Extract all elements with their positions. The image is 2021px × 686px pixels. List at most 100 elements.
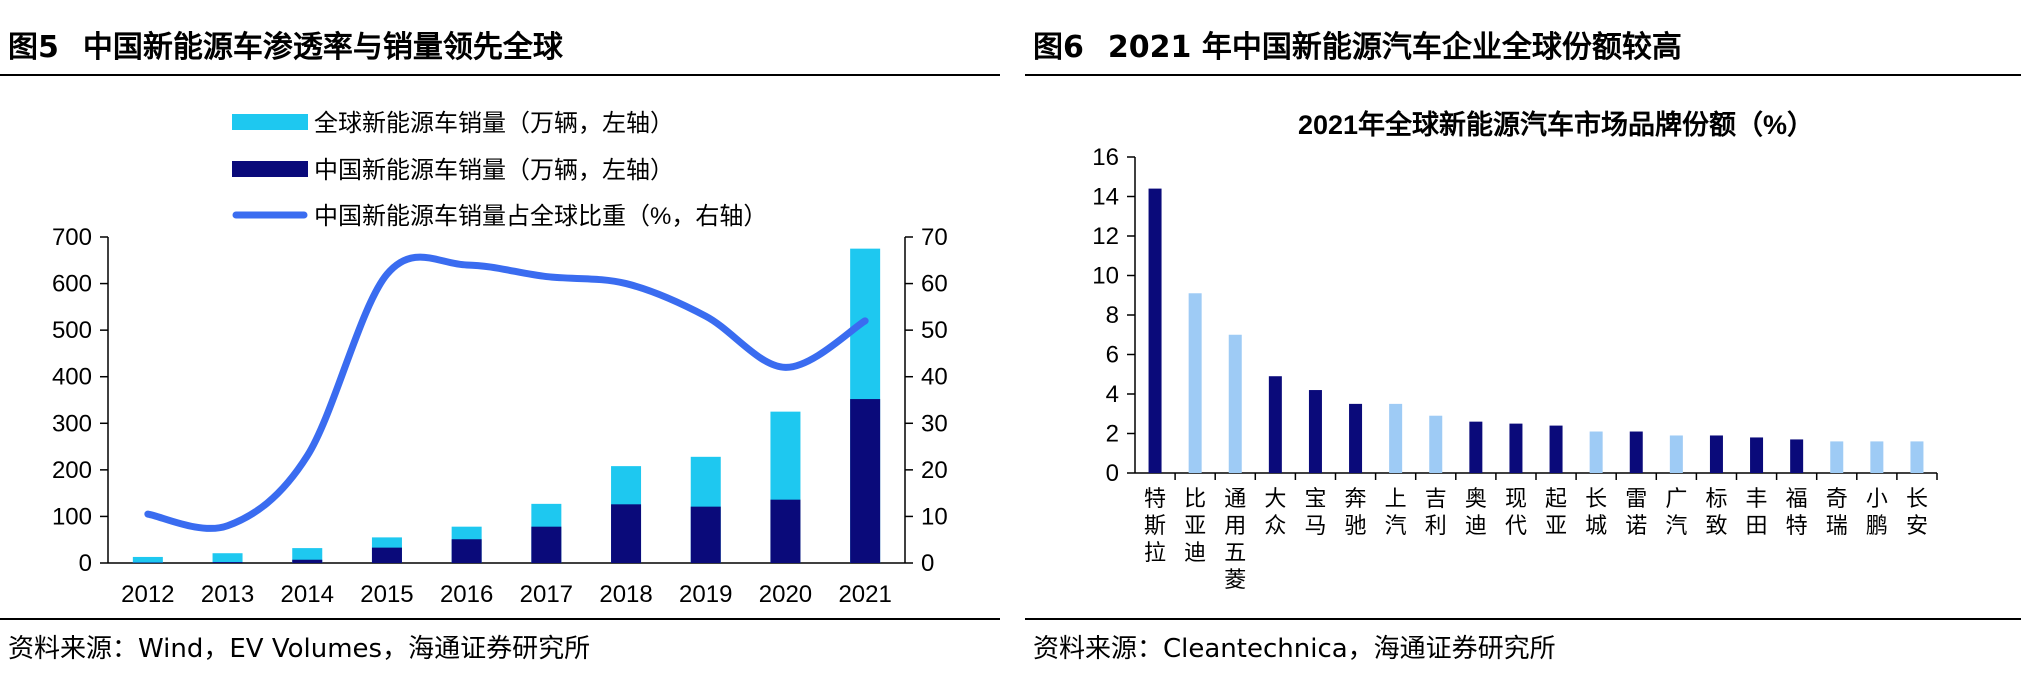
x-tick-label: 2017: [520, 581, 573, 608]
x-tick-label: 2018: [599, 581, 652, 608]
y-tick-label: 14: [1092, 184, 1119, 211]
x-tick-label: 上汽: [1385, 486, 1407, 538]
brand-share-bar: [1268, 376, 1282, 473]
y-tick-label: 2: [1106, 421, 1119, 448]
right-y-tick-label: 70: [921, 224, 948, 251]
x-tick-label: 特斯拉: [1144, 486, 1166, 565]
chart-title: 2021年全球新能源汽车市场品牌份额（%）: [1298, 109, 1814, 140]
brand-share-bar: [1429, 415, 1443, 473]
brand-share-bar: [1830, 441, 1844, 473]
left-y-tick-label: 100: [52, 503, 92, 530]
x-tick-label: 雷诺: [1625, 486, 1647, 538]
china-sales-bar: [371, 547, 402, 563]
brand-share-bar: [1389, 403, 1403, 473]
brand-share-bar: [1629, 431, 1643, 473]
figure-6-top-rule: [1025, 74, 2021, 76]
x-tick-label: 奇瑞: [1826, 486, 1848, 538]
global-sales-bar: [132, 556, 163, 563]
legend-label-global-sales: 全球新能源车销量（万辆，左轴）: [314, 110, 674, 137]
figure-5-top-rule: [0, 74, 1000, 76]
brand-share-bar: [1790, 439, 1804, 473]
x-tick-label: 大众: [1264, 486, 1286, 538]
x-tick-label: 长城: [1585, 486, 1607, 538]
y-tick-label: 16: [1092, 144, 1119, 171]
right-y-tick-label: 10: [921, 503, 948, 530]
legend-swatch-global-sales: [232, 114, 308, 130]
y-tick-label: 12: [1092, 223, 1119, 250]
y-tick-label: 0: [1106, 460, 1119, 487]
figure-6-chart: 2021年全球新能源汽车市场品牌份额（%） 0 2 4 6 8 10 12 14 16 特斯拉比亚迪…: [1092, 109, 1938, 592]
x-tick-label: 福特: [1786, 486, 1808, 538]
figure-6-title: 图6 2021 年中国新能源汽车企业全球份额较高: [1033, 22, 1682, 66]
brand-share-bar: [1148, 188, 1162, 473]
x-tick-label: 2013: [201, 581, 254, 608]
legend-label-china-sales: 中国新能源车销量（万辆，左轴）: [314, 157, 674, 184]
legend-label-china-share: 中国新能源车销量占全球比重（%，右轴）: [314, 203, 767, 230]
right-y-tick-label: 40: [921, 364, 948, 391]
x-tick-label: 吉利: [1425, 486, 1447, 538]
china-sales-bar: [292, 559, 323, 563]
x-tick-label: 奥迪: [1465, 486, 1487, 538]
right-y-tick-label: 20: [921, 457, 948, 484]
brand-share-bar: [1910, 441, 1924, 473]
brand-share-bar: [1228, 334, 1242, 473]
y-tick-label: 4: [1106, 381, 1119, 408]
brand-share-bar: [1549, 425, 1563, 473]
brand-share-bar: [1469, 421, 1483, 473]
brand-share-bar: [1509, 423, 1523, 473]
brand-share-bar: [1750, 437, 1764, 473]
left-y-tick-label: 200: [52, 457, 92, 484]
x-tick-label: 标致: [1705, 486, 1727, 538]
china-share-line: [144, 253, 869, 532]
right-y-tick-label: 0: [921, 550, 934, 577]
figure-6-source: 资料来源：Cleantechnica，海通证券研究所: [1033, 634, 1556, 664]
figure-5-panel: 图5 中国新能源车渗透率与销量领先全球 0 100 200 300 400 500 600 70…: [0, 0, 1000, 686]
china-sales-bar: [212, 562, 243, 563]
figure-6-number: 图6: [1033, 30, 1084, 65]
x-tick-label: 2020: [759, 581, 812, 608]
x-tick-label: 比亚迪: [1184, 486, 1206, 565]
figure-5-title: 图5 中国新能源车渗透率与销量领先全球: [8, 22, 563, 66]
x-tick-label: 2016: [440, 581, 493, 608]
china-sales-bar: [850, 399, 881, 563]
x-tick-label: 广汽: [1665, 486, 1687, 538]
global-sales-bar: [292, 548, 323, 563]
global-sales-bar: [212, 553, 243, 563]
y-tick-label: 8: [1106, 302, 1119, 329]
x-tick-label: 丰田: [1746, 486, 1768, 538]
x-tick-label: 长安: [1906, 486, 1928, 538]
brand-share-bar: [1709, 435, 1723, 473]
figure-6-panel: 图6 2021 年中国新能源汽车企业全球份额较高 2021年全球新能源汽车市场品牌…: [1025, 0, 2021, 686]
x-tick-label: 2015: [360, 581, 413, 608]
china-sales-bar: [690, 506, 721, 563]
brand-share-bar: [1589, 431, 1603, 473]
left-y-tick-label: 400: [52, 364, 92, 391]
x-tick-label: 2019: [679, 581, 732, 608]
brand-share-bar: [1349, 403, 1363, 473]
china-sales-bar: [611, 504, 642, 563]
figure-6-bottom-rule: [1025, 618, 2021, 620]
brand-share-bar: [1308, 390, 1322, 473]
left-y-tick-label: 600: [52, 271, 92, 298]
x-tick-label: 2021: [838, 581, 891, 608]
left-y-tick-label: 300: [52, 410, 92, 437]
x-tick-label: 起亚: [1545, 486, 1567, 538]
right-y-tick-label: 30: [921, 410, 948, 437]
figure-5-chart: 0 100 200 300 400 500 600 700 0 10 20 30 40 50 60 70 201…: [52, 110, 948, 608]
brand-share-bar: [1669, 435, 1683, 473]
figure-5-title-text: 中国新能源车渗透率与销量领先全球: [82, 30, 563, 65]
left-y-tick-label: 700: [52, 224, 92, 251]
left-y-tick-label: 0: [79, 550, 92, 577]
x-tick-label: 2014: [281, 581, 334, 608]
left-y-tick-label: 500: [52, 317, 92, 344]
figure-5-number: 图5: [8, 30, 59, 65]
x-tick-label: 小鹏: [1866, 486, 1888, 538]
brand-share-bar: [1870, 441, 1884, 473]
brand-share-bar: [1188, 293, 1202, 473]
right-y-tick-label: 50: [921, 317, 948, 344]
china-sales-bar: [770, 499, 801, 563]
right-y-tick-label: 60: [921, 271, 948, 298]
x-tick-label: 2012: [121, 581, 174, 608]
y-tick-label: 10: [1092, 263, 1119, 290]
china-sales-bar: [531, 526, 562, 563]
